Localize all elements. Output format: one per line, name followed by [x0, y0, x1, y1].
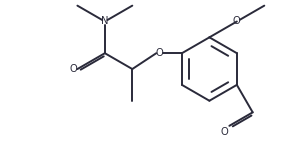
Text: O: O [221, 127, 228, 137]
Text: N: N [101, 16, 109, 26]
Text: O: O [233, 16, 241, 26]
Text: O: O [156, 48, 164, 58]
Text: O: O [70, 64, 77, 74]
